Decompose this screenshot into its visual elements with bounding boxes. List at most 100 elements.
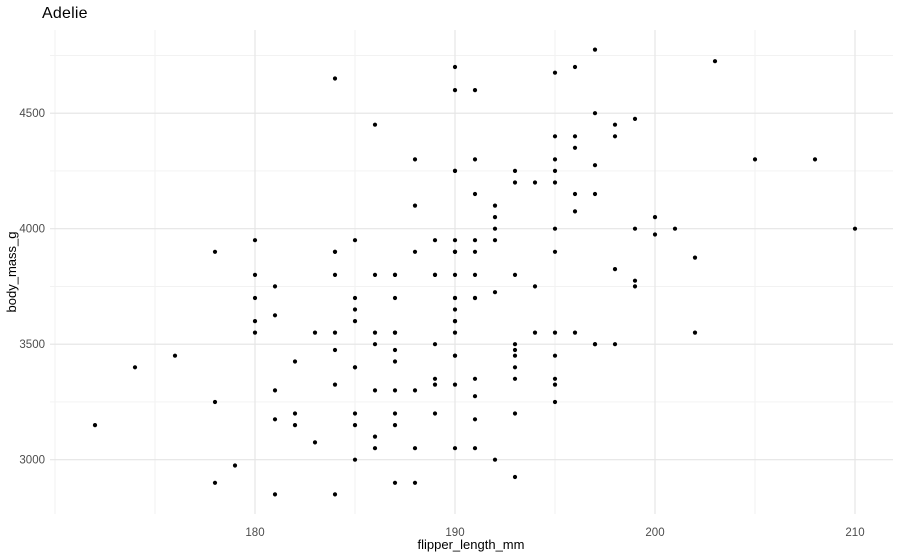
data-point xyxy=(512,180,518,185)
data-point xyxy=(432,272,438,277)
data-point xyxy=(552,168,558,173)
data-point xyxy=(272,388,278,393)
data-point xyxy=(372,122,378,127)
data-point xyxy=(372,330,378,335)
axis-tick-labels: 180 190 200 210 3000 3500 4000 4500 xyxy=(19,108,864,539)
data-point xyxy=(352,307,358,312)
data-point xyxy=(432,342,438,347)
data-point xyxy=(452,272,458,277)
data-point xyxy=(812,157,818,162)
data-point xyxy=(272,417,278,422)
data-point xyxy=(592,191,598,197)
data-point xyxy=(472,376,478,381)
data-point xyxy=(432,238,438,243)
data-point xyxy=(612,134,618,139)
data-point xyxy=(292,423,298,428)
data-point xyxy=(632,116,638,121)
data-point xyxy=(452,319,458,324)
data-point xyxy=(532,330,538,335)
data-point xyxy=(352,457,358,462)
data-point xyxy=(392,295,398,301)
data-point xyxy=(272,284,278,289)
data-point xyxy=(492,203,498,208)
data-point xyxy=(392,347,398,353)
minor-gridlines xyxy=(50,30,893,514)
data-point xyxy=(232,463,238,468)
data-point xyxy=(452,307,458,312)
data-point xyxy=(332,330,338,335)
data-point xyxy=(212,480,218,485)
data-point xyxy=(332,382,338,387)
data-point xyxy=(472,394,478,399)
data-point xyxy=(512,353,518,358)
data-point xyxy=(612,267,618,272)
data-point xyxy=(652,215,658,220)
data-point xyxy=(452,330,458,335)
data-point xyxy=(352,295,358,301)
data-point xyxy=(632,284,638,289)
data-point xyxy=(412,446,418,451)
data-point xyxy=(552,249,558,254)
data-point xyxy=(352,238,358,243)
data-point xyxy=(392,272,398,277)
data-point xyxy=(472,295,478,301)
data-point xyxy=(252,330,258,335)
x-tick-label: 190 xyxy=(445,527,464,539)
data-point xyxy=(552,180,558,185)
data-point xyxy=(552,330,558,335)
data-point xyxy=(372,272,378,277)
x-tick-label: 200 xyxy=(645,527,664,539)
data-point xyxy=(492,226,498,231)
data-point xyxy=(412,388,418,393)
data-point xyxy=(372,388,378,393)
data-point xyxy=(572,330,578,335)
data-point xyxy=(332,249,338,254)
data-point xyxy=(552,226,558,231)
data-point xyxy=(372,434,378,439)
data-point xyxy=(472,417,478,422)
data-point xyxy=(452,446,458,451)
data-point xyxy=(572,145,578,150)
data-point xyxy=(492,215,498,220)
data-point xyxy=(452,88,458,93)
data-point xyxy=(652,232,658,237)
data-point xyxy=(352,423,358,428)
data-point xyxy=(672,226,678,231)
data-point xyxy=(372,342,378,347)
data-point xyxy=(172,353,178,358)
data-point xyxy=(452,168,458,173)
data-point xyxy=(412,157,418,162)
major-gridlines xyxy=(50,30,893,514)
data-point xyxy=(592,163,598,168)
data-point xyxy=(512,342,518,347)
data-point xyxy=(372,446,378,451)
data-point xyxy=(712,59,718,64)
data-point xyxy=(512,272,518,277)
x-tick-label: 180 xyxy=(245,527,264,539)
y-tick-label: 4000 xyxy=(19,224,45,236)
data-point xyxy=(552,399,558,405)
data-point xyxy=(132,365,138,370)
data-point xyxy=(532,284,538,289)
data-point xyxy=(332,347,338,353)
data-point xyxy=(452,382,458,387)
data-point xyxy=(392,359,398,364)
data-point xyxy=(412,249,418,254)
data-point xyxy=(452,353,458,358)
data-point xyxy=(392,480,398,485)
x-tick-label: 210 xyxy=(845,527,864,539)
data-point xyxy=(472,249,478,254)
data-point xyxy=(212,249,218,254)
data-point xyxy=(472,272,478,277)
data-point xyxy=(272,492,278,497)
data-point xyxy=(552,353,558,358)
data-point xyxy=(512,474,518,480)
data-point xyxy=(352,365,358,370)
data-point xyxy=(392,423,398,428)
data-point xyxy=(752,157,758,162)
data-point xyxy=(452,295,458,301)
data-point xyxy=(472,191,478,197)
data-point xyxy=(332,272,338,277)
data-point xyxy=(292,359,298,364)
data-point xyxy=(432,376,438,381)
